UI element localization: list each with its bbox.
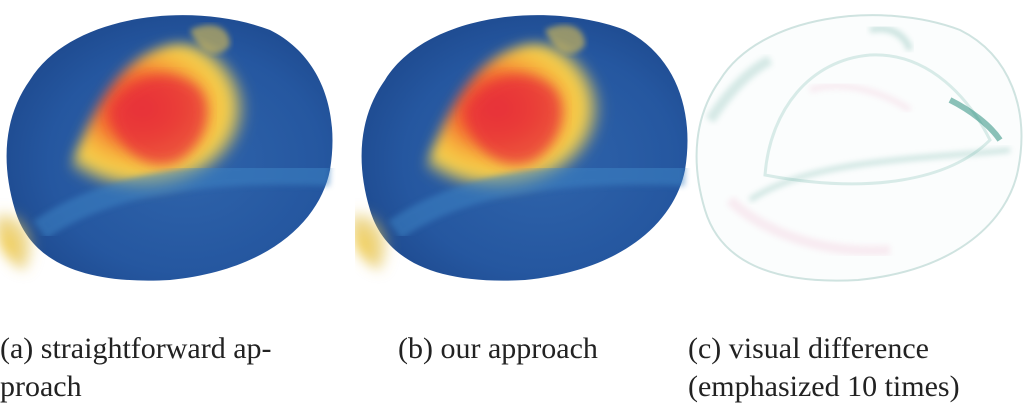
difference-render-c <box>695 14 1023 282</box>
caption-c-line-2: (emphasized 10 times) <box>688 370 960 403</box>
caption-c-line-1: visual difference <box>728 332 929 365</box>
caption-a: (a) straightforward ap- proach <box>0 330 336 406</box>
panel-c-image <box>690 0 1023 290</box>
caption-c: (c) visual difference (emphasized 10 tim… <box>688 330 1018 406</box>
panel-a-image <box>0 0 336 290</box>
caption-a-line-1: straightforward ap- <box>40 332 272 365</box>
heatmap-render-b <box>355 15 688 281</box>
caption-b-label: (b) <box>398 332 433 365</box>
caption-a-label: (a) <box>0 332 34 365</box>
caption-b-line-1: our approach <box>440 332 598 365</box>
caption-c-label: (c) <box>688 332 722 365</box>
caption-a-line-2: proach <box>0 370 82 403</box>
heatmap-render-a <box>0 15 333 281</box>
panel-b-image <box>355 0 691 290</box>
caption-b: (b) our approach <box>398 330 638 368</box>
